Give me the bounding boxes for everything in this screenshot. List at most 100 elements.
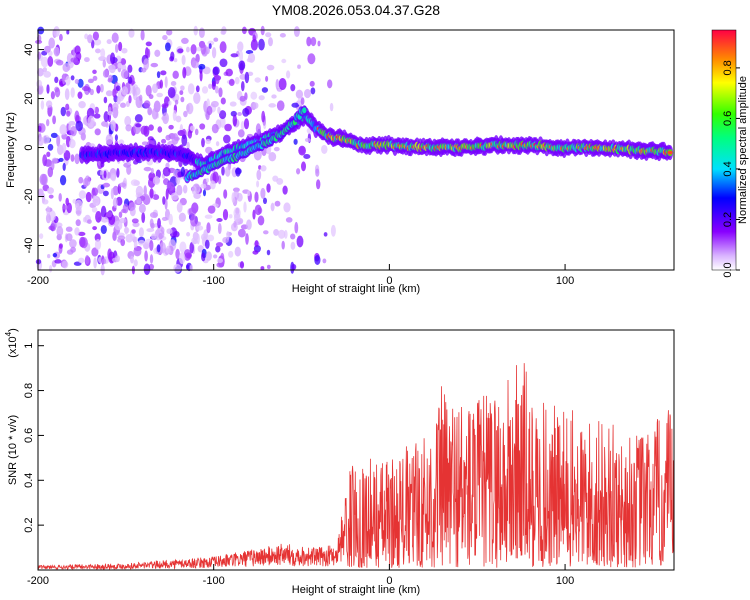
- spectrogram-cell-282: [69, 239, 77, 248]
- spectrogram-cell-149: [314, 255, 321, 265]
- spectrogram-cell-793: [147, 107, 153, 116]
- spectrogram-cell-850: [261, 110, 266, 123]
- spectrogram-cell-903: [92, 69, 97, 75]
- spectrogram-cell-663: [105, 90, 113, 97]
- spectrogram-cell-753: [103, 96, 108, 104]
- spectrogram-cell-219: [239, 50, 244, 63]
- spectrogram-cell-448: [44, 159, 52, 167]
- spectrogram-cell-300: [246, 219, 252, 231]
- spectrogram-cell-828: [70, 87, 75, 98]
- spectrogram-cell-717: [268, 151, 277, 162]
- spectrogram-cell-830: [60, 106, 67, 117]
- spectrogram-cell-701: [114, 134, 118, 142]
- spectrogram-cell-598: [199, 70, 203, 82]
- snr-y-axis-label: SNR (10 * v/v): [7, 415, 19, 485]
- spectrogram-cell-563: [100, 205, 107, 218]
- spectrogram-cell-922: [144, 250, 148, 262]
- spectrogram-cell-320: [91, 247, 99, 257]
- spectrogram-cell-505: [162, 112, 169, 125]
- spectrogram-cell-483: [237, 228, 246, 238]
- spectrogram-cell-539: [255, 123, 261, 135]
- spectrogram-cell-434: [50, 91, 55, 100]
- spectrogram-x-tick-label-1: -100: [203, 275, 225, 287]
- spectrogram-cell-444: [260, 187, 266, 199]
- spectrogram-cell-143: [118, 139, 125, 146]
- spectrogram-cell-210: [175, 248, 180, 260]
- spectrogram-cell-724: [170, 192, 179, 201]
- spectrogram-cell-469: [37, 125, 42, 132]
- spectrogram-cell-442: [92, 75, 98, 81]
- snr-panel: -200 -100 0 100 0.2 0.4 0.6 0.8 1 Height of str…: [4, 328, 675, 596]
- spectrogram-cell-363: [140, 125, 148, 135]
- spectrogram-cell-750: [165, 188, 169, 200]
- spectrogram-cell-30: [329, 102, 334, 112]
- spectrogram-cell-83: [141, 141, 149, 146]
- spectrogram-cell-680: [156, 244, 161, 253]
- spectrogram-cell-926: [180, 85, 185, 91]
- spectrogram-cell-454: [257, 215, 265, 226]
- snr-y-tick-label-4: 1: [23, 343, 35, 349]
- spectrogram-x-tick-label-0: -200: [27, 275, 49, 287]
- spectrogram-cell-261: [37, 67, 44, 77]
- spectrogram-cell-704: [114, 43, 119, 53]
- spectrogram-cell-890: [217, 106, 221, 115]
- spectrogram-cell-856: [110, 119, 116, 132]
- spectrogram-cell-879: [189, 264, 194, 272]
- spectrogram-cell-853: [62, 204, 68, 210]
- spectrogram-cell-462: [59, 175, 67, 186]
- spectrogram-cell-834: [89, 88, 94, 96]
- spectrogram-cell-644: [112, 102, 119, 111]
- spectrogram-cell-670: [53, 46, 60, 57]
- chart-title: YM08.2026.053.04.37.G28: [272, 2, 440, 18]
- spectrogram-cell-873: [217, 223, 222, 235]
- spectrogram-cell-788: [37, 86, 43, 95]
- spectrogram-cell-765: [143, 100, 151, 108]
- spectrogram-cell-835: [246, 57, 253, 63]
- spectrogram-cell-393: [220, 97, 226, 105]
- spectrogram-cell-894: [115, 85, 121, 92]
- spectrogram-cell-298: [143, 263, 151, 275]
- spectrogram-cell-75: [182, 184, 188, 194]
- spectrogram-cell-296: [306, 36, 312, 47]
- spectrogram-y-tick-label-1: -20: [23, 189, 35, 205]
- spectrogram-cell-633: [253, 149, 262, 161]
- spectrogram-cell-737: [115, 255, 121, 263]
- spectrogram-cell-625: [238, 60, 246, 71]
- spectrogram-cell-731: [215, 242, 224, 248]
- spectrogram-cell-273: [219, 41, 227, 53]
- spectrogram-cell-537: [70, 154, 75, 162]
- spectrogram-cell-482: [228, 214, 233, 219]
- spectrogram-cell-375: [92, 187, 99, 197]
- spectrogram-cell-757: [167, 180, 171, 189]
- spectrogram-cell-351: [168, 100, 172, 106]
- spectrogram-cell-76: [327, 79, 333, 89]
- spectrogram-cell-534: [254, 191, 259, 203]
- spectrogram-cell-551: [303, 153, 311, 160]
- spectrogram-cell-810: [124, 225, 129, 235]
- spectrogram-cell-720: [310, 36, 317, 47]
- spectrogram-cell-489: [229, 101, 237, 107]
- spectrogram-cell-344: [157, 218, 161, 229]
- spectrogram-cell-214: [124, 115, 132, 127]
- spectrogram-cell-806: [120, 102, 126, 108]
- spectrogram-cell-777: [107, 111, 114, 116]
- spectrogram-cell-816: [114, 220, 123, 231]
- spectrogram-cell-918: [126, 164, 132, 175]
- spectrogram-cell-384: [165, 134, 171, 141]
- spectrogram-cell-899: [138, 203, 146, 214]
- spectrogram-cell-16: [154, 49, 161, 57]
- spectrogram-cell-772: [164, 42, 171, 52]
- spectrogram-cell-659: [151, 83, 159, 94]
- snr-x-axis-label: Height of straight line (km): [292, 584, 420, 596]
- spectrogram-cell-608: [48, 225, 55, 231]
- spectrogram-cell-358: [186, 102, 194, 115]
- spectrogram-cell-796: [35, 39, 43, 44]
- spectrogram-cell-698: [141, 212, 146, 224]
- spectrogram-cell-863: [293, 138, 298, 145]
- spectrogram-cell-322: [159, 79, 164, 89]
- spectrogram-cell-769: [111, 174, 116, 182]
- spectrogram-cell-916: [283, 202, 291, 213]
- spectrogram-cell-297: [128, 28, 135, 38]
- spectrogram-cell-615: [252, 34, 256, 43]
- spectrogram-cell-782: [143, 166, 152, 172]
